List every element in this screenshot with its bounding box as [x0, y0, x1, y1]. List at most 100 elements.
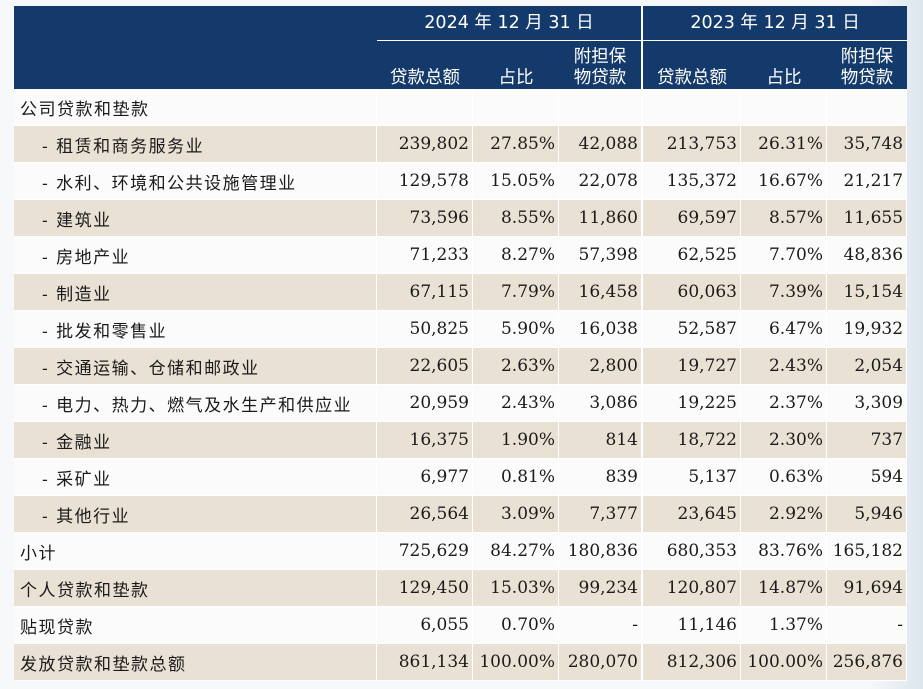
cell-collateral-2024: 3,086: [559, 385, 643, 422]
cell-loans-2023: 135,372: [643, 163, 741, 200]
cell-collateral-2023: 5,946: [827, 496, 908, 533]
cell-collateral-2024: 2,800: [559, 348, 643, 385]
table-row: 个人贷款和垫款 129,450 15.03% 99,234 120,807 14.87% 9…: [14, 570, 908, 607]
header-collateral-2024: 附担保 物贷款: [559, 41, 643, 89]
cell-loans-2024: 129,578: [377, 163, 473, 200]
cell-share-2023: 2.37%: [741, 385, 827, 422]
header-collateral-line1: 附担保: [840, 47, 894, 67]
cell-share-2024: 2.43%: [473, 385, 559, 422]
header-collateral-line2: 物贷款: [840, 68, 894, 88]
cell-loans-2023: 680,353: [643, 533, 741, 570]
header-collateral-line1: 附担保: [573, 47, 627, 67]
cell-collateral-2023: 737: [827, 422, 908, 459]
loan-industry-table: 2024 年 12 月 31 日 2023 年 12 月 31 日 贷款总额 占…: [14, 6, 908, 681]
cell-loans-2024: 861,134: [377, 644, 473, 681]
row-label: 贴现贷款: [14, 607, 377, 644]
table-row: 贴现贷款 6,055 0.70% -11,146 1.37% -: [14, 607, 908, 644]
cell-share-2023: 6.47%: [741, 311, 827, 348]
row-label: - 制造业: [14, 274, 377, 311]
cell-share-2023: 8.57%: [741, 200, 827, 237]
empty-cell: [827, 89, 908, 126]
cell-loans-2024: 239,802: [377, 126, 473, 163]
cell-share-2023: 7.39%: [741, 274, 827, 311]
cell-loans-2024: 67,115: [377, 274, 473, 311]
row-label: - 建筑业: [14, 200, 377, 237]
cell-share-2024: 8.55%: [473, 200, 559, 237]
cell-collateral-2023: 21,217: [827, 163, 908, 200]
empty-cell: [741, 89, 827, 126]
cell-share-2023: 83.76%: [741, 533, 827, 570]
row-label: 个人贷款和垫款: [14, 570, 377, 607]
cell-share-2023: 2.43%: [741, 348, 827, 385]
table-row: - 其他行业 26,564 3.09% 7,377 23,645 2.92% 5,946: [14, 496, 908, 533]
cell-loans-2023: 19,225: [643, 385, 741, 422]
cell-share-2023: 7.70%: [741, 237, 827, 274]
cell-loans-2023: 60,063: [643, 274, 741, 311]
cell-share-2023: 16.67%: [741, 163, 827, 200]
header-share-2023: 占比: [741, 41, 827, 89]
cell-share-2023: 1.37%: [741, 607, 827, 644]
row-label: - 批发和零售业: [14, 311, 377, 348]
table-row: - 建筑业 73,596 8.55% 11,860 69,597 8.57% 11,655: [14, 200, 908, 237]
cell-loans-2023: 11,146: [643, 607, 741, 644]
cell-loans-2024: 6,977: [377, 459, 473, 496]
cell-collateral-2024: 7,377: [559, 496, 643, 533]
cell-collateral-2024: 280,070: [559, 644, 643, 681]
cell-collateral-2023: 2,054: [827, 348, 908, 385]
header-year-2024: 2024 年 12 月 31 日: [377, 6, 643, 41]
cell-collateral-2023: 91,694: [827, 570, 908, 607]
cell-collateral-2024: 42,088: [559, 126, 643, 163]
cell-collateral-2023: 3,309: [827, 385, 908, 422]
row-label: - 电力、热力、燃气及水生产和供应业: [14, 385, 377, 422]
header-year-row: 2024 年 12 月 31 日 2023 年 12 月 31 日: [14, 6, 908, 89]
cell-loans-2023: 52,587: [643, 311, 741, 348]
row-label: - 其他行业: [14, 496, 377, 533]
header-blank-cell: [14, 6, 377, 89]
cell-collateral-2023: 256,876: [827, 644, 908, 681]
row-label: 小计: [14, 533, 377, 570]
empty-cell: [377, 89, 473, 126]
table-row: - 交通运输、仓储和邮政业 22,605 2.63% 2,800 19,727 2.43%…: [14, 348, 908, 385]
cell-loans-2023: 120,807: [643, 570, 741, 607]
cell-loans-2024: 71,233: [377, 237, 473, 274]
table-row: - 租赁和商务服务业 239,802 27.85% 42,088 213,753 26.3…: [14, 126, 908, 163]
table-row: - 采矿业 6,977 0.81% 839 5,137 0.63% 594: [14, 459, 908, 496]
header-collateral-line2: 物贷款: [573, 68, 627, 88]
table-row: - 批发和零售业 50,825 5.90% 16,038 52,587 6.47% 19,9…: [14, 311, 908, 348]
header-loans-2023: 贷款总额: [643, 41, 741, 89]
cell-share-2023: 2.92%: [741, 496, 827, 533]
cell-collateral-2024: 814: [559, 422, 643, 459]
table-row: - 水利、环境和公共设施管理业 129,578 15.05% 22,078 135,37…: [14, 163, 908, 200]
cell-collateral-2024: 99,234: [559, 570, 643, 607]
cell-collateral-2023: 19,932: [827, 311, 908, 348]
header-year-2023: 2023 年 12 月 31 日: [643, 6, 908, 41]
cell-share-2024: 15.03%: [473, 570, 559, 607]
cell-collateral-2024: 16,458: [559, 274, 643, 311]
cell-share-2024: 8.27%: [473, 237, 559, 274]
cell-collateral-2024: 839: [559, 459, 643, 496]
table-row: - 电力、热力、燃气及水生产和供应业 20,959 2.43% 3,086 19,225…: [14, 385, 908, 422]
cell-share-2023: 0.63%: [741, 459, 827, 496]
cell-collateral-2023: 165,182: [827, 533, 908, 570]
table-row: - 制造业 67,115 7.79% 16,458 60,063 7.39% 15,154: [14, 274, 908, 311]
cell-loans-2023: 23,645: [643, 496, 741, 533]
cell-share-2024: 0.70%: [473, 607, 559, 644]
cell-share-2024: 15.05%: [473, 163, 559, 200]
cell-collateral-2024: 16,038: [559, 311, 643, 348]
row-label: 发放贷款和垫款总额: [14, 644, 377, 681]
table-row: - 房地产业 71,233 8.27% 57,398 62,525 7.70% 48,836: [14, 237, 908, 274]
header-collateral-2023: 附担保 物贷款: [827, 41, 908, 89]
cell-loans-2024: 16,375: [377, 422, 473, 459]
cell-collateral-2024: 57,398: [559, 237, 643, 274]
cell-share-2024: 2.63%: [473, 348, 559, 385]
cell-share-2023: 100.00%: [741, 644, 827, 681]
cell-collateral-2024: 22,078: [559, 163, 643, 200]
cell-loans-2023: 18,722: [643, 422, 741, 459]
cell-collateral-2023: 15,154: [827, 274, 908, 311]
table-row: 小计 725,629 84.27% 180,836 680,353 83.76% 165,1…: [14, 533, 908, 570]
empty-cell: [643, 89, 741, 126]
row-label: - 房地产业: [14, 237, 377, 274]
cell-loans-2023: 62,525: [643, 237, 741, 274]
cell-collateral-2024: 11,860: [559, 200, 643, 237]
